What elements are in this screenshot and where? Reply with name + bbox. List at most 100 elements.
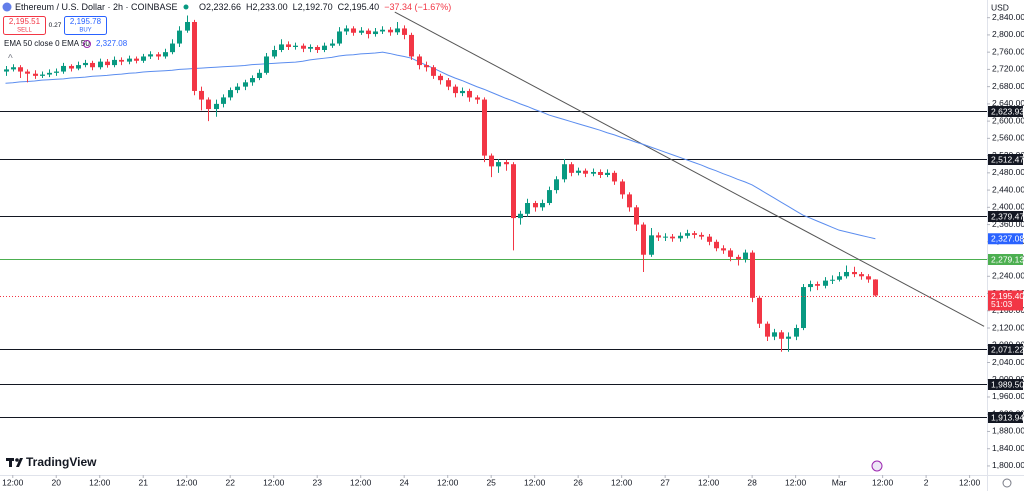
x-tick-label: 22 xyxy=(225,477,235,487)
candle-body xyxy=(272,50,277,57)
candle-body xyxy=(221,97,226,104)
candle-body xyxy=(163,52,168,57)
time-axis: 12:00 20 12:00 21 12:00 22 12:00 23 12:00 24 12:00… xyxy=(2,475,981,487)
buy-button[interactable] xyxy=(64,16,107,35)
plot-area xyxy=(0,11,987,418)
x-tick-label: 12:00 xyxy=(89,477,111,487)
x-tick-label: 12:00 xyxy=(524,477,546,487)
candle-body xyxy=(308,46,313,49)
candle-body xyxy=(141,56,146,61)
sell-button[interactable] xyxy=(3,16,46,35)
y-tick-label: 2,000.00 xyxy=(992,374,1024,384)
candle-body xyxy=(177,30,182,44)
candle-body xyxy=(583,170,588,174)
indicator-name: EMA 50 close 0 EMA 50 xyxy=(4,39,90,48)
x-tick-label: 21 xyxy=(139,477,149,487)
level-tag xyxy=(988,379,1023,390)
candle-body xyxy=(18,67,23,72)
candle-body xyxy=(228,90,233,98)
x-tick-label: 12:00 xyxy=(176,477,198,487)
candle-body xyxy=(25,71,30,74)
candle-body xyxy=(11,67,16,70)
candle-body xyxy=(750,252,755,298)
candle-body xyxy=(641,224,646,255)
candle-body xyxy=(837,276,842,280)
candle-body xyxy=(373,31,378,35)
replay-icon[interactable] xyxy=(871,460,883,472)
candle-body xyxy=(446,80,451,87)
brand-name: TradingView xyxy=(26,455,97,469)
candle-body xyxy=(612,172,617,182)
candle-body xyxy=(192,21,197,91)
candle-body xyxy=(185,21,190,31)
candle-body xyxy=(301,45,306,49)
candle-body xyxy=(562,164,567,180)
ohlc-value: L2,192.70 xyxy=(293,2,333,12)
candle-body xyxy=(330,43,335,46)
x-tick-label: 24 xyxy=(399,477,409,487)
level-tag xyxy=(988,344,1023,355)
ema-line xyxy=(5,51,876,240)
trendline xyxy=(394,11,985,327)
y-tick-label: 2,600.00 xyxy=(992,115,1024,125)
candle-body xyxy=(98,61,103,68)
candle-body xyxy=(844,271,849,277)
candle-body xyxy=(866,276,871,280)
logo-dot xyxy=(15,458,19,462)
y-tick-label: 2,400.00 xyxy=(992,202,1024,212)
y-tick-label: 1,960.00 xyxy=(992,391,1024,401)
candle-body xyxy=(786,336,791,339)
x-tick-label: 26 xyxy=(573,477,583,487)
x-tick-label: 20 xyxy=(52,477,62,487)
x-tick-label: 27 xyxy=(660,477,670,487)
x-tick-label: 12:00 xyxy=(350,477,372,487)
x-tick-label: 12:00 xyxy=(611,477,633,487)
candle-body xyxy=(293,45,298,47)
level-tag-label: 2,379.47 xyxy=(991,211,1024,221)
collapse-toggle[interactable]: ^ xyxy=(8,54,13,65)
candle-body xyxy=(467,90,472,98)
candle-body xyxy=(199,90,204,100)
y-tick-label: 1,840.00 xyxy=(992,443,1024,453)
settings-icon[interactable] xyxy=(1002,478,1012,488)
candle-body xyxy=(707,236,712,242)
y-tick-label: 2,240.00 xyxy=(992,271,1024,281)
candle-body xyxy=(257,72,262,79)
currency: USD xyxy=(991,2,1009,12)
ema-tag-label: 2,327.08 xyxy=(991,234,1024,244)
candle-body xyxy=(119,59,124,62)
ohlc-value: −37.34 (−1.67%) xyxy=(384,2,451,12)
x-tick-label: 2 xyxy=(924,477,929,487)
candle-body xyxy=(395,28,400,33)
candle-body xyxy=(214,103,219,110)
price-tags: 2,623.93 2,512.47 2,379.47 2,279.13 2,071.22… xyxy=(988,106,1024,423)
candle-body xyxy=(873,279,878,296)
x-tick-label: 12:00 xyxy=(698,477,720,487)
candle-body xyxy=(460,90,465,94)
candle-body xyxy=(315,46,320,50)
x-tick-label: 25 xyxy=(486,477,496,487)
indicator-value: 2,327.08 xyxy=(96,39,128,48)
candle-body xyxy=(547,190,552,204)
candle-body xyxy=(699,234,704,237)
candle-body xyxy=(351,28,356,33)
candle-body xyxy=(728,250,733,257)
last-price-label: 2,195.40 xyxy=(991,291,1024,301)
buy-label: BUY xyxy=(79,28,91,34)
candle-body xyxy=(170,43,175,53)
candle-body xyxy=(148,54,153,57)
candle-body xyxy=(634,207,639,225)
candle-body xyxy=(663,236,668,238)
x-tick-label: 12:00 xyxy=(263,477,285,487)
ohlc-value: H2,233.00 xyxy=(246,2,288,12)
y-tick-label: 2,120.00 xyxy=(992,322,1024,332)
candle-body xyxy=(83,62,88,66)
candle-body xyxy=(409,34,414,57)
y-tick-label: 1,880.00 xyxy=(992,426,1024,436)
y-tick-label: 2,040.00 xyxy=(992,357,1024,367)
ohlc-value: C2,195.40 xyxy=(338,2,380,12)
candle-body xyxy=(127,58,132,62)
candle-body xyxy=(823,280,828,286)
candle-body xyxy=(417,56,422,66)
